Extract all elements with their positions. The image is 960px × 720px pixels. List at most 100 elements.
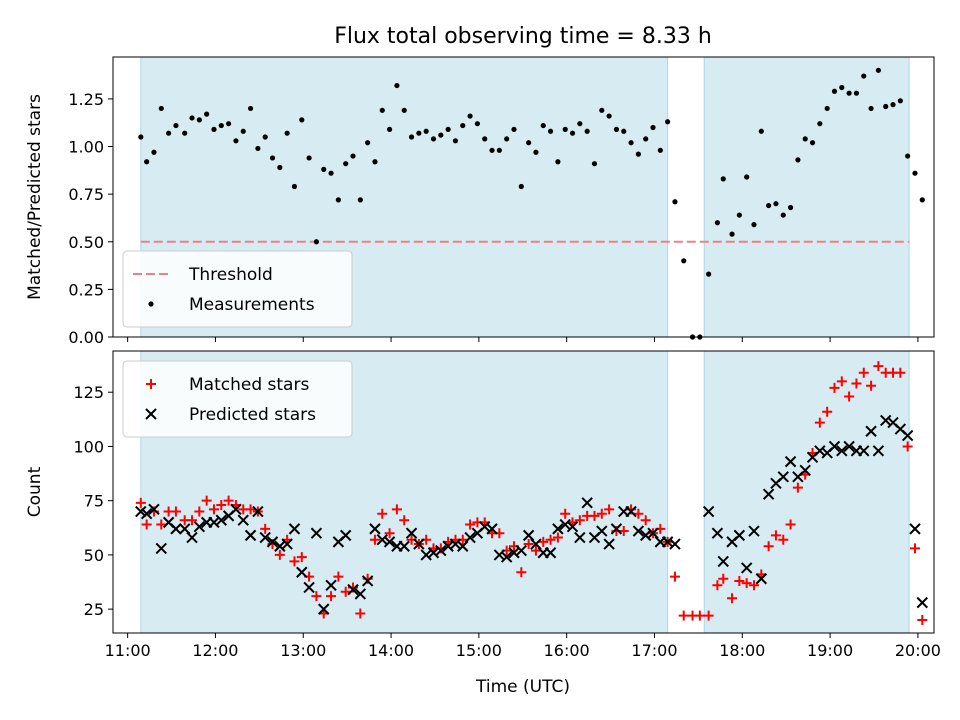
point-1-1-50 [500, 551, 513, 563]
point-0-0-92 [817, 121, 823, 127]
point-1-0-99 [866, 380, 877, 391]
point-1-1-20 [281, 538, 293, 550]
point-1-0-76 [694, 610, 705, 621]
point-0-0-4 [166, 130, 172, 136]
point-0-0-94 [831, 88, 838, 94]
point-1-0-1 [141, 519, 152, 530]
point-0-0-50 [504, 136, 510, 142]
point-0-0-65 [613, 126, 620, 132]
y-tick-label-1-2: 75 [84, 492, 104, 511]
point-1-1-67 [625, 505, 637, 518]
point-1-1-41 [435, 544, 447, 557]
x-tick-label-8: 19:00 [807, 641, 853, 660]
point-1-1-95 [858, 445, 870, 457]
point-1-1-58 [559, 518, 571, 531]
point-1-1-75 [711, 527, 724, 539]
point-1-0-5 [170, 506, 181, 517]
point-1-1-69 [639, 529, 652, 542]
point-1-1-51 [508, 547, 520, 559]
point-1-1-37 [405, 527, 418, 539]
point-0-0-35 [394, 82, 400, 89]
point-1-0-54 [530, 545, 541, 556]
x-axis-label: Time (UTC) [475, 677, 570, 697]
point-1-1-81 [755, 573, 768, 585]
point-1-1-8 [193, 521, 206, 533]
point-0-0-8 [196, 117, 202, 123]
point-0-0-39 [423, 128, 429, 134]
axes-frame-1 [112, 350, 935, 634]
y-tick-label-1-1: 50 [84, 546, 104, 565]
point-0-0-0 [138, 134, 144, 140]
point-1-1-31 [361, 575, 374, 587]
point-1-1-98 [879, 414, 892, 427]
point-0-0-72 [665, 119, 671, 125]
point-1-1-24 [310, 527, 323, 539]
point-0-0-58 [562, 126, 568, 132]
point-0-0-52 [518, 183, 524, 190]
point-0-0-24 [313, 239, 320, 245]
point-0-0-28 [343, 161, 349, 167]
point-0-0-96 [846, 90, 852, 96]
point-1-0-19 [274, 549, 285, 560]
point-1-1-19 [274, 540, 286, 552]
point-1-0-96 [844, 391, 855, 402]
point-1-1-56 [544, 547, 557, 559]
point-1-1-64 [603, 538, 615, 550]
point-1-1-18 [266, 536, 279, 548]
point-1-1-16 [252, 505, 264, 518]
point-0-0-68 [635, 151, 641, 157]
point-0-0-67 [628, 140, 634, 146]
point-0-0-93 [824, 105, 830, 112]
point-1-0-87 [778, 534, 789, 545]
point-1-0-92 [814, 417, 825, 428]
point-1-1-73 [669, 538, 681, 550]
point-0-0-19 [277, 164, 283, 171]
point-0-0-105 [912, 170, 918, 176]
point-0-0-74 [681, 258, 687, 264]
point-1-0-27 [333, 571, 344, 582]
point-1-1-10 [208, 516, 220, 529]
point-1-1-87 [799, 464, 811, 477]
point-1-0-33 [377, 508, 388, 519]
point-1-0-105 [909, 543, 920, 554]
point-1-0-15 [245, 504, 256, 515]
point-1-1-47 [479, 521, 491, 533]
count-panel: 25 50 75 100 125 11:00 12:00 13:00 14:00 15:00 16:… [25, 350, 941, 660]
point-0-0-45 [467, 113, 473, 119]
y-tick-label-0-5: 1.25 [68, 90, 104, 109]
point-1-1-36 [398, 540, 410, 552]
point-0-0-7 [189, 115, 195, 121]
point-0-0-11 [218, 122, 224, 129]
point-0-0-61 [584, 128, 590, 134]
point-1-0-32 [369, 534, 380, 545]
point-0-0-54 [533, 149, 539, 155]
point-1-1-39 [420, 549, 432, 561]
point-1-0-52 [516, 567, 527, 578]
point-1-1-7 [186, 531, 198, 544]
point-1-1-34 [383, 536, 396, 548]
point-1-1-2 [148, 503, 160, 516]
point-0-0-2 [151, 149, 157, 155]
point-0-0-101 [883, 103, 889, 110]
point-1-0-34 [384, 528, 395, 539]
point-1-1-17 [259, 531, 271, 544]
point-0-0-16 [255, 145, 261, 152]
y-tick-label-1-3: 100 [73, 437, 104, 456]
x-tick-label-2: 13:00 [280, 641, 326, 660]
point-0-0-48 [489, 147, 495, 153]
point-1-1-45 [464, 531, 476, 544]
y-axis-label-0: Matched/Predicted stars [25, 94, 45, 300]
point-0-0-99 [868, 105, 874, 112]
point-1-1-30 [354, 588, 367, 600]
point-0-0-40 [430, 136, 437, 142]
x-tick-label-1: 12:00 [192, 641, 238, 660]
legend-label-0-1: Measurements [189, 295, 315, 315]
point-1-1-84 [777, 471, 789, 483]
legend-key-1-1 [145, 408, 157, 420]
point-0-0-84 [758, 128, 764, 134]
point-1-0-69 [640, 515, 651, 526]
point-0-0-32 [372, 159, 378, 165]
point-1-1-21 [288, 523, 301, 535]
point-1-0-93 [822, 406, 833, 417]
y-tick-label-0-1: 0.25 [68, 280, 104, 299]
